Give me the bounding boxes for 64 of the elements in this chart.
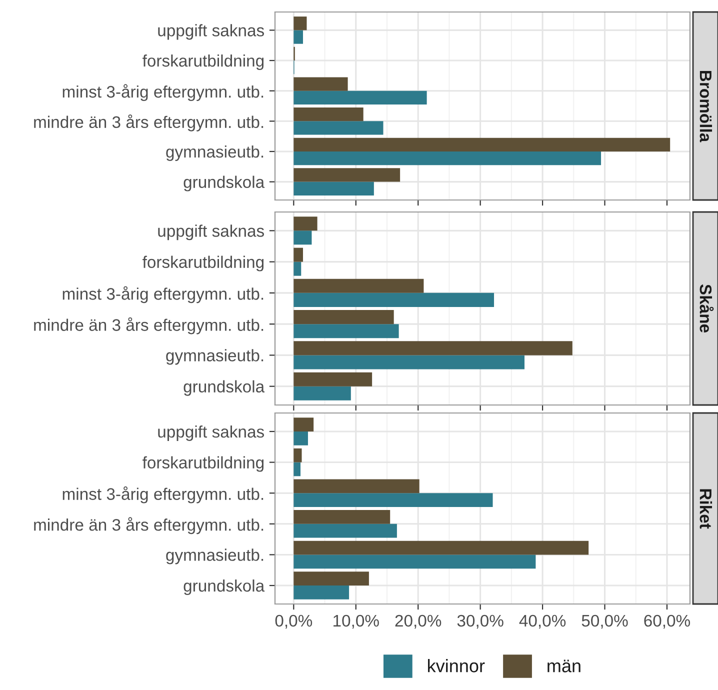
bar (294, 355, 524, 370)
bar (294, 77, 348, 91)
bar (294, 16, 307, 30)
y-tick-label: grundskola (184, 579, 265, 596)
bar (294, 121, 384, 135)
bar (294, 262, 302, 276)
bar (294, 493, 493, 507)
y-tick-label: forskarutbildning (142, 456, 264, 472)
bar (294, 278, 424, 293)
y-tick-label: uppgift saknas (158, 24, 264, 40)
bar (294, 586, 350, 600)
bar (294, 431, 308, 446)
bar (294, 448, 302, 462)
bar (294, 341, 572, 356)
bar (294, 386, 351, 400)
legend-label: män (548, 660, 580, 672)
bar (294, 108, 364, 122)
bar (294, 151, 602, 166)
bar (294, 572, 369, 586)
x-tick-label: 40,0% (519, 614, 566, 629)
bar (294, 540, 589, 555)
x-tick-label: 20,0% (395, 614, 442, 629)
bar (294, 372, 372, 386)
y-tick-label: forskarutbildning (142, 256, 264, 272)
y-tick-label: mindre än 3 års eftergymn. utb. (34, 114, 264, 132)
y-tick-label: mindre än 3 års eftergymn. utb. (34, 317, 264, 334)
y-tick-label: minst 3-årig eftergymn. utb. (62, 486, 264, 504)
legend-label: kvinnor (428, 659, 485, 672)
bar (294, 182, 374, 196)
y-axis-title: Riket (700, 489, 712, 529)
bar (294, 324, 399, 338)
bar (294, 248, 303, 262)
y-tick-label: minst 3-årig eftergymn. utb. (62, 84, 264, 102)
bar (294, 510, 390, 524)
y-tick-label: forskarutbildning (142, 54, 264, 70)
y-tick-label: gymnasieutb. (166, 548, 264, 564)
bar (294, 462, 301, 476)
y-tick-label: minst 3-årig eftergymn. utb. (62, 286, 264, 304)
bar (294, 418, 314, 432)
bar (294, 230, 312, 245)
x-tick-label: 50,0% (582, 614, 628, 629)
bar (294, 138, 670, 152)
y-tick-label: gymnasieutb. (166, 145, 264, 161)
x-tick-label: 60,0% (644, 614, 690, 629)
bar (294, 168, 400, 182)
y-tick-label: uppgift saknas (158, 224, 264, 240)
bar (294, 216, 318, 231)
y-tick-label: grundskola (184, 176, 265, 192)
x-tick-label: 10,0% (334, 614, 379, 629)
x-tick-label: 0,0% (275, 614, 312, 629)
y-axis-title: Skåne (700, 284, 714, 332)
y-tick-label: gymnasieutb. (166, 349, 264, 365)
bar (294, 292, 494, 307)
bar (294, 30, 303, 44)
y-tick-label: grundskola (184, 380, 265, 396)
bar (294, 90, 427, 104)
bar (294, 554, 536, 569)
bar (294, 524, 397, 538)
bar (294, 479, 420, 494)
bar (294, 310, 394, 324)
y-tick-label: uppgift saknas (158, 425, 264, 441)
x-tick-label: 30,0% (457, 614, 504, 629)
y-axis-title: Bromölla (700, 71, 712, 142)
y-tick-label: mindre än 3 års eftergymn. utb. (34, 517, 264, 534)
